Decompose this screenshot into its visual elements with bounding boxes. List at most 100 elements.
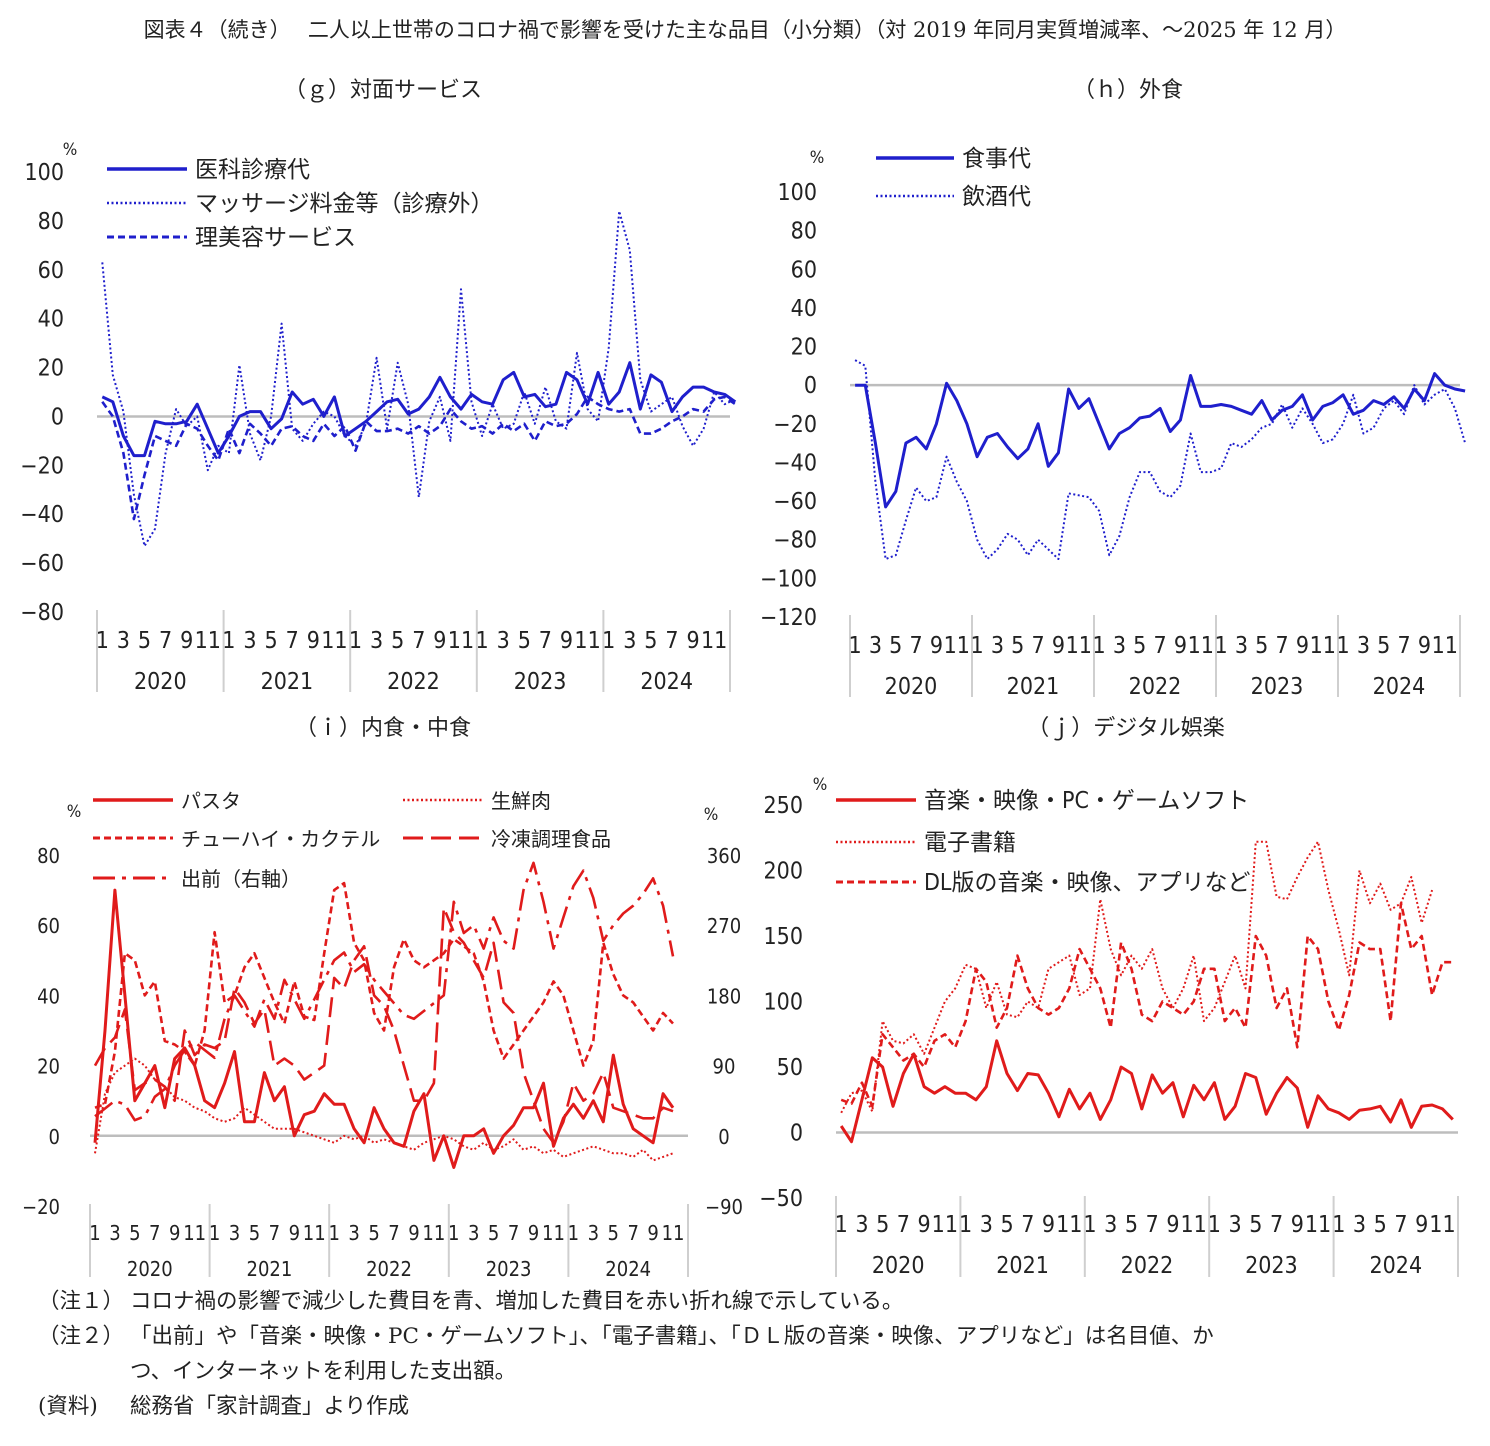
month-label: 7 <box>286 628 299 654</box>
month-label: 7 <box>508 1221 519 1245</box>
month-label: 3 <box>1229 1212 1242 1238</box>
month-label: 7 <box>1270 1212 1283 1238</box>
month-label: 1 <box>448 1221 459 1245</box>
month-label: 3 <box>1113 633 1126 659</box>
month-label: 1 <box>1332 1212 1345 1238</box>
month-label: 5 <box>1125 1212 1138 1238</box>
legend-label: 食事代 <box>962 146 1031 172</box>
y-tick-label: 0 <box>804 373 817 399</box>
month-label: 3 <box>348 1221 359 1245</box>
month-label: 3 <box>243 628 256 654</box>
note-2-text: 「出前」や「音楽・映像・PC・ゲームソフト」、「電子書籍」、「ＤＬ版の音楽・映像… <box>130 1324 1214 1349</box>
month-label: 7 <box>1031 633 1044 659</box>
legend-label: DL版の音楽・映像、アプリなど <box>924 870 1250 896</box>
series-line-1 <box>855 372 1466 509</box>
series-line-2 <box>101 210 736 547</box>
year-label: 2020 <box>872 1253 925 1279</box>
y-tick-label: 100 <box>778 180 818 206</box>
series-line-4 <box>93 906 674 1145</box>
month-label: 7 <box>1397 633 1410 659</box>
month-label: 5 <box>129 1221 140 1245</box>
month-label: 3 <box>468 1221 479 1245</box>
y-tick-label: 150 <box>764 924 804 950</box>
month-label: 9 <box>1042 1212 1055 1238</box>
month-label: 5 <box>1377 633 1390 659</box>
month-label: 1 <box>1092 633 1105 659</box>
month-label: 5 <box>1133 633 1146 659</box>
month-label: 9 <box>408 1221 419 1245</box>
month-label: 11 <box>1310 633 1336 659</box>
month-label: 3 <box>1353 1212 1366 1238</box>
legend-label: 冷凍調理食品 <box>491 827 611 851</box>
year-label: 2023 <box>514 669 567 695</box>
month-label: 5 <box>1249 1212 1262 1238</box>
month-label: 9 <box>560 628 573 654</box>
month-label: 7 <box>897 1212 910 1238</box>
figure-title: 図表４（続き） 二人以上世帯のコロナ禍で影響を受けた主な品目（小分類）（対 20… <box>143 18 1347 42</box>
month-label: 11 <box>1180 1212 1206 1238</box>
month-label: 1 <box>222 628 235 654</box>
y2-tick-label: 360 <box>707 844 741 868</box>
month-label: 1 <box>959 1212 972 1238</box>
month-label: 5 <box>518 628 531 654</box>
y-tick-label: 60 <box>791 257 817 283</box>
y-tick-label: 0 <box>790 1121 803 1147</box>
y-tick-label: −20 <box>20 453 64 479</box>
y2-tick-label: 180 <box>707 984 741 1008</box>
year-label: 2023 <box>486 1257 532 1281</box>
month-label: 5 <box>138 628 151 654</box>
series-line-3 <box>840 901 1453 1108</box>
month-label: 3 <box>117 628 130 654</box>
month-label: 3 <box>855 1212 868 1238</box>
y-tick-label: −60 <box>20 551 64 577</box>
month-label: 9 <box>289 1221 300 1245</box>
legend-label: 理美容サービス <box>195 225 356 251</box>
year-label: 2023 <box>1251 674 1304 700</box>
legend-label: チューハイ・カクテル <box>181 827 380 851</box>
month-label: 5 <box>1255 633 1268 659</box>
legend-label: マッサージ料金等（診療外） <box>195 191 494 217</box>
year-label: 2024 <box>1369 1253 1422 1279</box>
y-tick-label: 40 <box>37 984 60 1008</box>
y-tick-label: 0 <box>49 1125 60 1149</box>
month-label: 3 <box>229 1221 240 1245</box>
series-line-1 <box>839 1039 1454 1144</box>
month-label: 9 <box>180 628 193 654</box>
y-tick-label: −80 <box>773 528 817 554</box>
y2-unit-label: % <box>704 805 719 825</box>
month-label: 5 <box>1374 1212 1387 1238</box>
month-label: 1 <box>568 1221 579 1245</box>
month-label: 7 <box>1146 1212 1159 1238</box>
legend-label: 医科診療代 <box>195 157 310 183</box>
y-tick-label: 20 <box>791 335 817 361</box>
month-label: 5 <box>488 1221 499 1245</box>
note-2: （注２） 「出前」や「音楽・映像・PC・ゲームソフト」、「電子書籍」、「ＤＬ版の… <box>38 1319 1478 1354</box>
month-label: 3 <box>1357 633 1370 659</box>
month-label: 5 <box>391 628 404 654</box>
legend-label: 電子書籍 <box>924 830 1016 856</box>
y-tick-label: −20 <box>22 1195 60 1219</box>
year-label: 2022 <box>1121 1253 1174 1279</box>
year-label: 2020 <box>885 674 938 700</box>
source-text: 総務省「家計調査」より作成 <box>130 1394 410 1419</box>
month-label: 11 <box>1066 633 1092 659</box>
month-label: 3 <box>1235 633 1248 659</box>
month-label: 11 <box>662 1221 685 1245</box>
y-tick-label: 0 <box>51 404 64 430</box>
month-label: 1 <box>96 628 109 654</box>
series-line-2 <box>854 359 1467 560</box>
note-1: （注１） コロナ禍の影響で減少した費目を青、増加した費目を赤い折れ線で示している… <box>38 1284 1478 1319</box>
y-tick-label: −50 <box>759 1186 803 1212</box>
month-label: 3 <box>497 628 510 654</box>
month-label: 1 <box>89 1221 100 1245</box>
year-label: 2023 <box>1245 1253 1298 1279</box>
month-label: 11 <box>422 1221 445 1245</box>
y-tick-label: 50 <box>777 1055 803 1081</box>
month-label: 11 <box>944 633 970 659</box>
month-label: 9 <box>1291 1212 1304 1238</box>
series-line-1 <box>101 361 737 458</box>
y-unit-label: % <box>810 148 825 168</box>
